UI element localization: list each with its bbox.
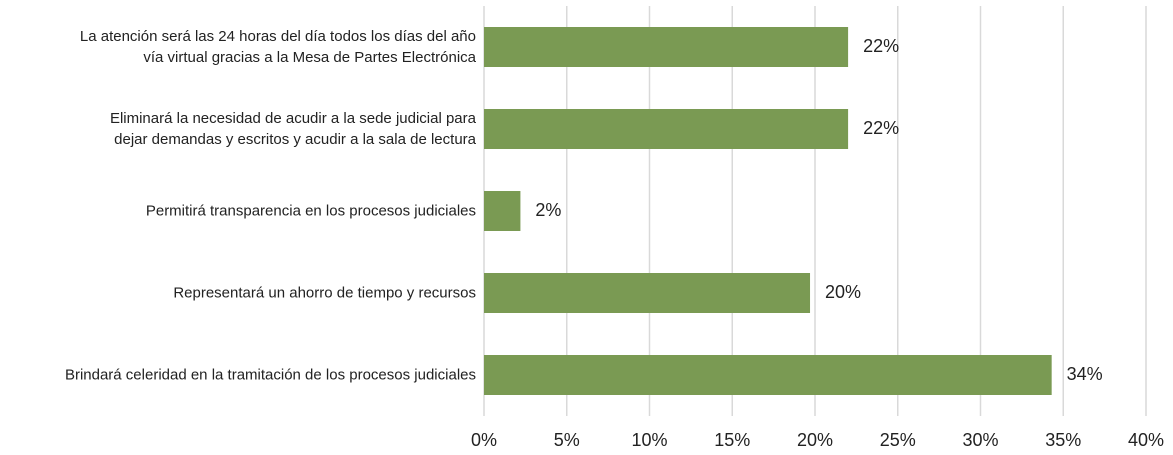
bar <box>484 273 811 313</box>
data-label: 2% <box>535 200 561 220</box>
x-tick-label: 40% <box>1128 430 1164 450</box>
x-tick-label: 5% <box>554 430 580 450</box>
x-tick-label: 25% <box>880 430 916 450</box>
category-label: Permitirá transparencia en los procesos … <box>145 202 476 220</box>
category-label: Eliminará la necesidad de acudir a la se… <box>109 110 476 148</box>
x-tick-label: 35% <box>1045 430 1081 450</box>
data-label: 20% <box>825 282 861 302</box>
bar <box>484 355 1052 395</box>
category-label: Brindará celeridad en la tramitación de … <box>64 366 476 384</box>
bar <box>484 27 849 67</box>
category-label: Representará un ahorro de tiempo y recur… <box>173 284 476 302</box>
x-tick-label: 30% <box>962 430 998 450</box>
category-label: La atención será las 24 horas del día to… <box>79 28 476 66</box>
x-tick-label: 20% <box>797 430 833 450</box>
data-label: 22% <box>863 118 899 138</box>
bar <box>484 191 521 231</box>
data-label: 34% <box>1067 364 1103 384</box>
x-tick-label: 0% <box>471 430 497 450</box>
data-label: 22% <box>863 36 899 56</box>
x-tick-label: 10% <box>631 430 667 450</box>
x-tick-label: 15% <box>714 430 750 450</box>
bar <box>484 109 849 149</box>
